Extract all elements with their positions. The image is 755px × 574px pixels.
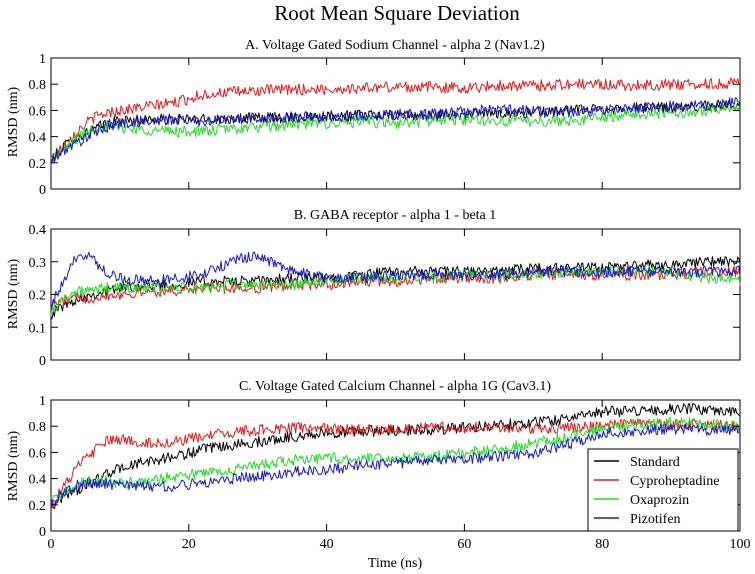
panel-a-title: A. Voltage Gated Sodium Channel - alpha … xyxy=(245,38,545,53)
y-tick-label: 0.4 xyxy=(29,473,47,488)
legend-label-cyproheptadine: Cyproheptadine xyxy=(630,474,719,489)
series-line-oxaprozin xyxy=(50,103,741,164)
panel-a: A. Voltage Gated Sodium Channel - alpha … xyxy=(6,38,741,198)
y-tick-label: 0.4 xyxy=(29,131,47,146)
y-tick-label: 0 xyxy=(39,354,46,369)
panel-c-frame xyxy=(50,399,741,532)
y-tick-label: 0.6 xyxy=(29,446,47,461)
series-line-pizotifen xyxy=(50,423,741,506)
panel-b-marks: 0 0.1 0.2 0.3 0.4 xyxy=(29,223,741,369)
y-tick-label: 1 xyxy=(39,52,46,67)
x-tick-label: 60 xyxy=(457,537,471,552)
panel-b-title: B. GABA receptor - alpha 1 - beta 1 xyxy=(294,208,497,223)
panel-c-title: C. Voltage Gated Calcium Channel - alpha… xyxy=(239,379,551,394)
panel-c-marks: 0 0.2 0.4 0.6 0.8 1 0 20 40 60 80 100 xyxy=(29,394,751,552)
legend-label-oxaprozin: Oxaprozin xyxy=(630,493,689,508)
panel-c-xlabel: Time (ns) xyxy=(368,556,423,571)
x-tick-label: 0 xyxy=(48,537,55,552)
panel-b: B. GABA receptor - alpha 1 - beta 1 RMSD… xyxy=(6,208,741,369)
y-tick-label: 0.3 xyxy=(29,256,47,271)
y-tick-label: 1 xyxy=(39,394,46,409)
series-line-standard xyxy=(50,256,741,320)
series-line-cyproheptadine xyxy=(50,77,741,162)
x-tick-label: 80 xyxy=(595,537,609,552)
series-line-pizotifen xyxy=(50,97,741,163)
y-tick-label: 0.8 xyxy=(29,420,47,435)
panel-c-ylabel: RMSD (nm) xyxy=(6,430,21,501)
y-tick-label: 0.8 xyxy=(29,78,47,93)
series-line-oxaprozin xyxy=(50,416,741,504)
y-tick-label: 0.2 xyxy=(29,157,47,172)
y-tick-label: 0.2 xyxy=(29,499,47,514)
series-line-standard xyxy=(50,403,740,510)
legend-label-pizotifen: Pizotifen xyxy=(630,512,681,527)
panel-c: C. Voltage Gated Calcium Channel - alpha… xyxy=(6,379,751,571)
panel-a-marks: 0 0.2 0.4 0.6 0.8 1 xyxy=(29,52,741,198)
panel-a-frame xyxy=(50,57,741,190)
x-tick-label: 20 xyxy=(182,537,196,552)
y-tick-label: 0 xyxy=(39,183,46,198)
panel-a-ylabel: RMSD (nm) xyxy=(6,86,21,157)
series-line-cyproheptadine xyxy=(50,418,741,509)
panel-b-ylabel: RMSD (nm) xyxy=(6,258,21,329)
y-tick-label: 0.2 xyxy=(29,289,47,304)
x-tick-label: 40 xyxy=(320,537,334,552)
y-tick-label: 0.4 xyxy=(29,223,47,238)
legend: Standard Cyproheptadine Oxaprozin Pizotifen xyxy=(587,448,739,532)
y-tick-label: 0.1 xyxy=(29,321,47,336)
x-tick-label: 100 xyxy=(730,537,751,552)
y-tick-label: 0 xyxy=(39,525,46,540)
panel-b-frame xyxy=(50,228,741,361)
figure-title: Root Mean Square Deviation xyxy=(274,1,520,25)
y-tick-label: 0.6 xyxy=(29,104,47,119)
series-line-pizotifen xyxy=(50,251,741,310)
legend-label-standard: Standard xyxy=(630,455,680,470)
series-line-standard xyxy=(50,99,741,162)
